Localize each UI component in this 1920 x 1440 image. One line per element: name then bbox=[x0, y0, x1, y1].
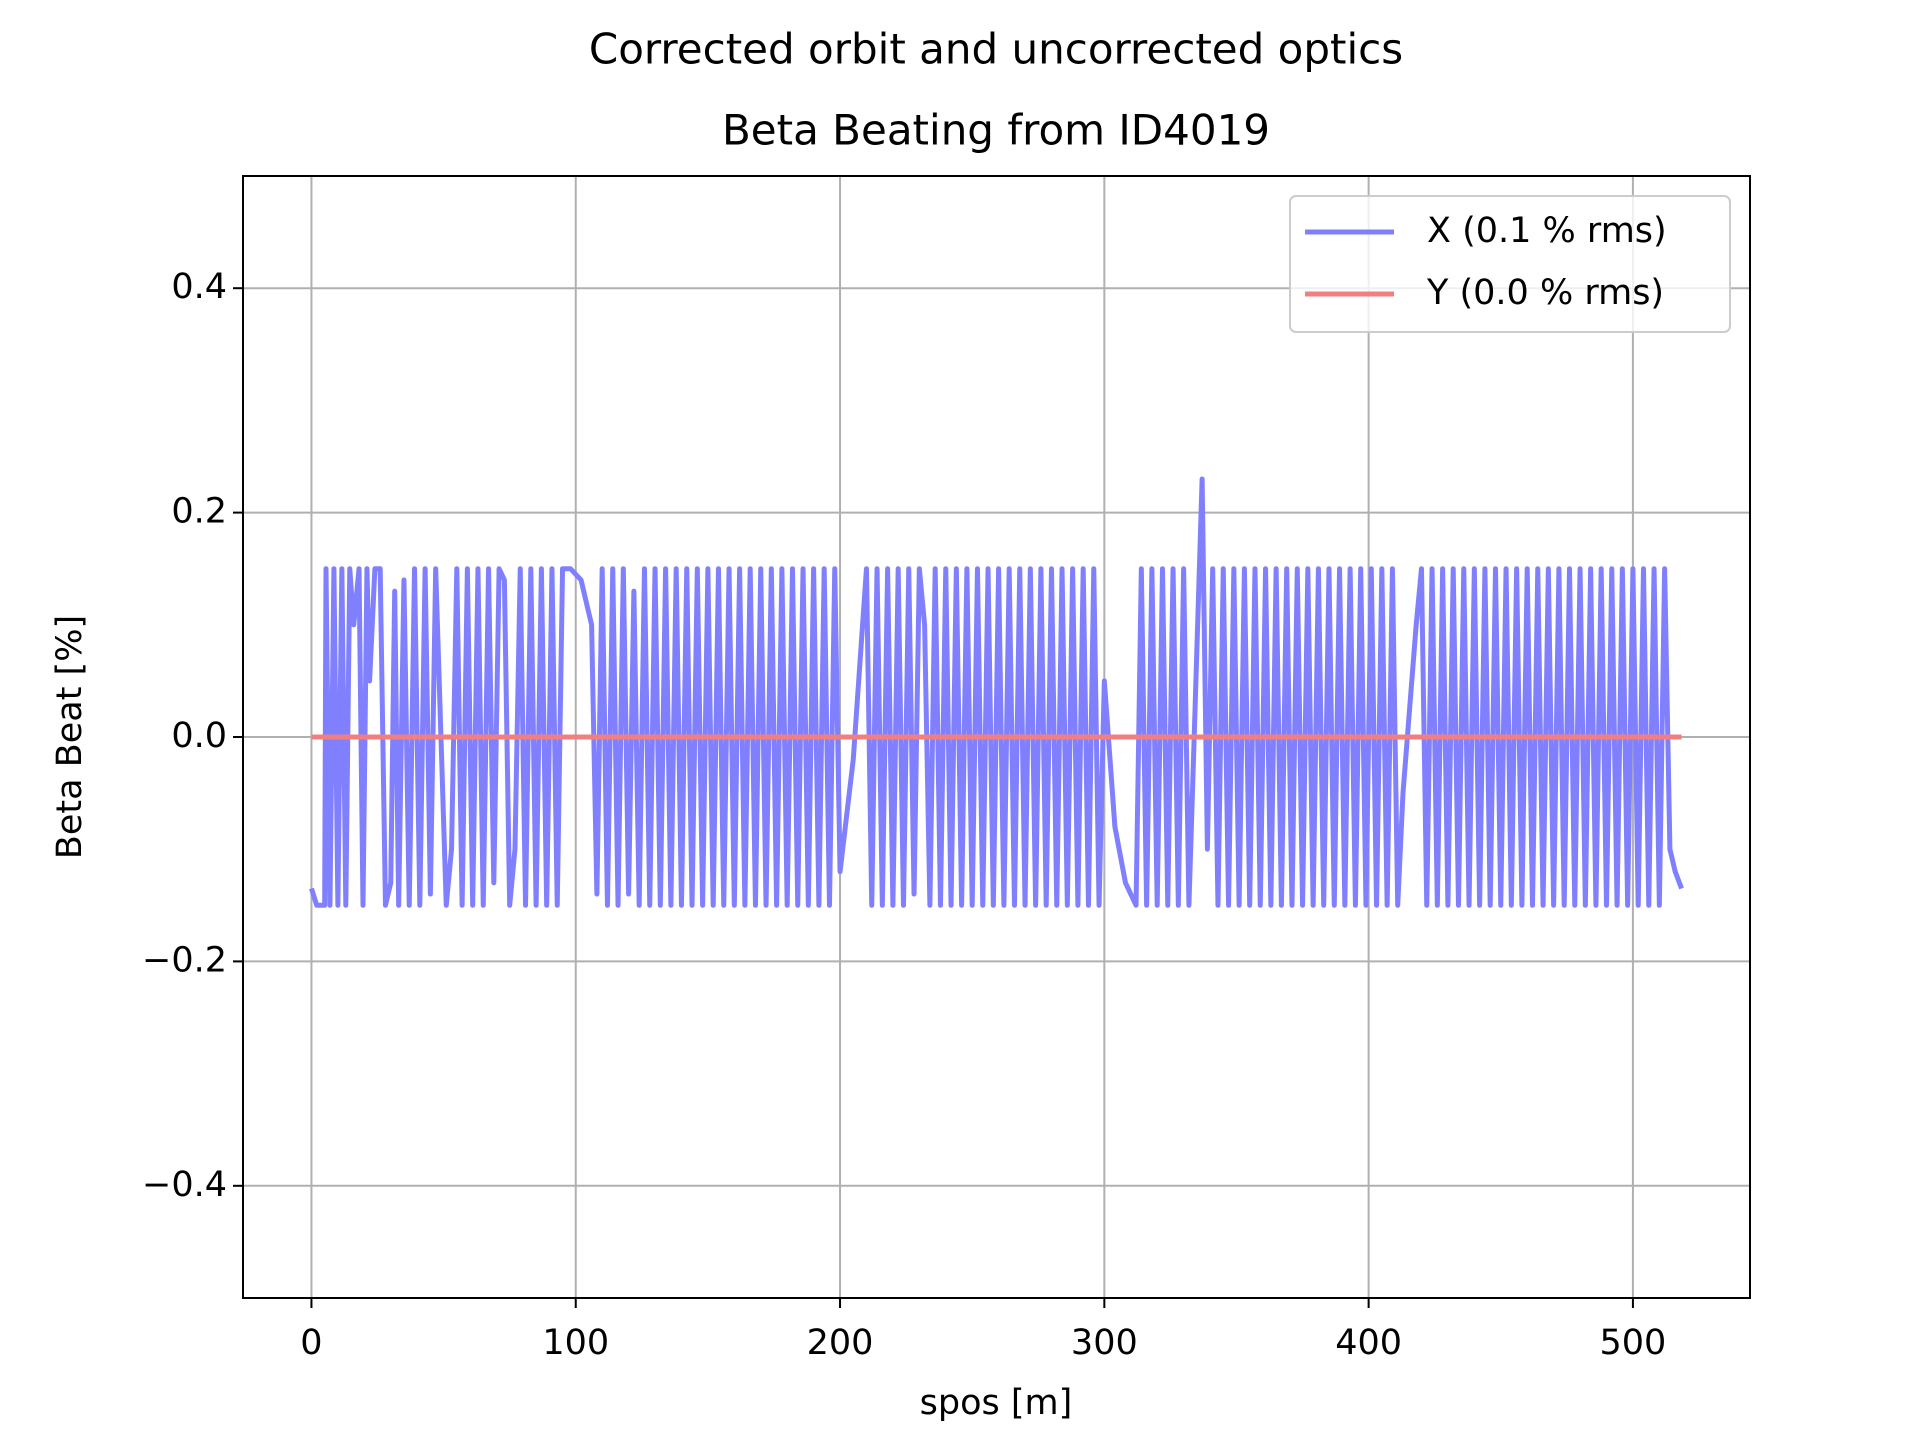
legend-box bbox=[1289, 195, 1731, 333]
x-axis-label: spos [m] bbox=[920, 1383, 1073, 1423]
y-tick-label: 0.2 bbox=[171, 492, 227, 532]
chart-title: Corrected orbit and uncorrected optics bbox=[589, 25, 1403, 74]
x-tick-label: 0 bbox=[300, 1323, 322, 1363]
x-tick-label: 200 bbox=[807, 1323, 874, 1363]
y-tick-label: −0.2 bbox=[142, 940, 227, 980]
x-tick-label: 400 bbox=[1335, 1323, 1402, 1363]
series-line bbox=[309, 476, 1684, 908]
plot-frame bbox=[242, 175, 1751, 1299]
legend-label: Y (0.0 % rms) bbox=[1426, 273, 1664, 313]
chart-subtitle: Beta Beating from ID4019 bbox=[722, 106, 1270, 155]
y-tick-label: 0.4 bbox=[171, 267, 227, 307]
legend: X (0.1 % rms) Y (0.0 % rms) bbox=[1289, 195, 1731, 333]
y-tick-label: 0.0 bbox=[171, 716, 227, 756]
y-axis-label: Beta Beat [%] bbox=[50, 615, 90, 859]
y-tick-label: −0.4 bbox=[142, 1165, 227, 1205]
x-tick-label: 100 bbox=[542, 1323, 609, 1363]
legend-label: X (0.1 % rms) bbox=[1427, 211, 1667, 251]
x-tick-label: 300 bbox=[1071, 1323, 1138, 1363]
x-tick-label: 500 bbox=[1600, 1323, 1667, 1363]
